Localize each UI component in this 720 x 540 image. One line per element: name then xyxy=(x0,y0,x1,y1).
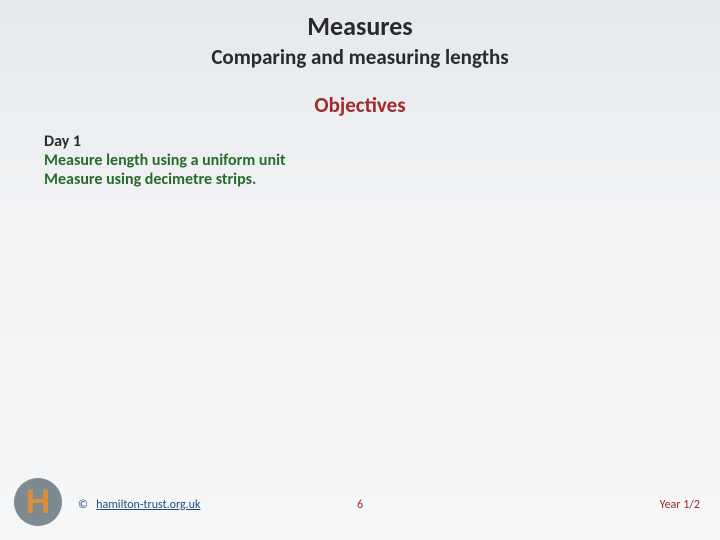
logo-circle: H xyxy=(14,478,62,526)
copyright-symbol: © xyxy=(78,498,88,512)
objective-line-2: Measure using decimetre strips. xyxy=(44,170,720,189)
page-title: Measures xyxy=(0,0,720,42)
day-label: Day 1 xyxy=(44,132,720,151)
page-number: 6 xyxy=(357,498,363,512)
logo-letter: H xyxy=(26,485,51,519)
footer: H © hamilton-trust.org.uk 6 Year 1/2 xyxy=(0,476,720,526)
logo: H xyxy=(14,478,62,526)
copyright-link[interactable]: hamilton-trust.org.uk xyxy=(96,498,200,512)
year-label: Year 1/2 xyxy=(660,498,700,512)
objectives-heading: Objectives xyxy=(0,92,720,118)
objective-line-1: Measure length using a uniform unit xyxy=(44,151,720,170)
copyright: © hamilton-trust.org.uk xyxy=(78,498,200,512)
content-block: Day 1 Measure length using a uniform uni… xyxy=(0,118,720,189)
page-subtitle: Comparing and measuring lengths xyxy=(0,44,720,70)
